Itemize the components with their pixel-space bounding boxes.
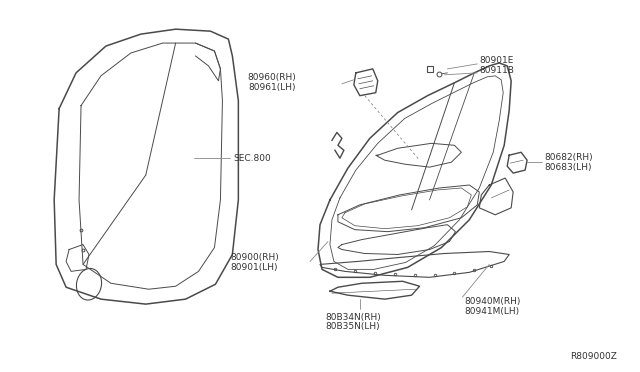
Text: 80941M(LH): 80941M(LH) (465, 307, 520, 315)
Text: 80901(LH): 80901(LH) (230, 263, 278, 272)
Text: 80960(RH): 80960(RH) (247, 73, 296, 82)
Text: SEC.800: SEC.800 (234, 154, 271, 163)
Text: 80940M(RH): 80940M(RH) (465, 296, 521, 306)
Text: 80900(RH): 80900(RH) (230, 253, 279, 262)
Text: 80B35N(LH): 80B35N(LH) (325, 323, 380, 331)
Text: R809000Z: R809000Z (570, 352, 617, 361)
Text: 80B34N(RH): 80B34N(RH) (325, 312, 381, 321)
Text: 80961(LH): 80961(LH) (248, 83, 296, 92)
Text: 80911B: 80911B (479, 66, 514, 76)
Text: 80901E: 80901E (479, 57, 514, 65)
Text: 80682(RH): 80682(RH) (544, 153, 593, 162)
Text: 80683(LH): 80683(LH) (544, 163, 591, 171)
